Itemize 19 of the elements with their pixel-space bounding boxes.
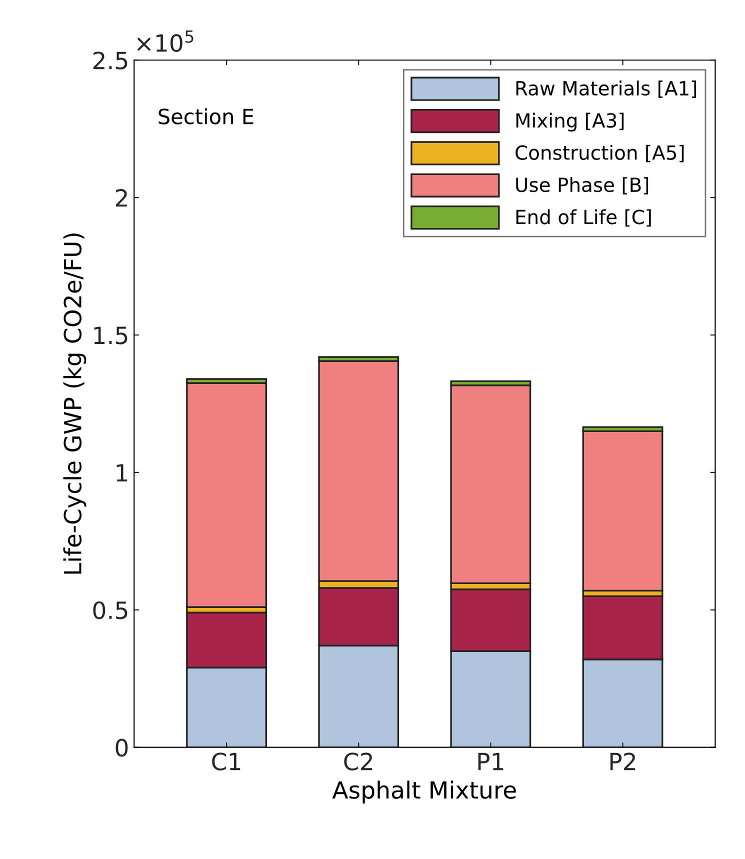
legend-label: Raw Materials [A1] bbox=[516, 80, 696, 98]
legend-label: Mixing [A3] bbox=[516, 112, 624, 132]
legend-label: End of Life [C] bbox=[516, 209, 651, 227]
y-tick-label: 2 bbox=[116, 189, 127, 207]
legend-label: Use Phase [B] bbox=[516, 177, 648, 194]
x-tick-label: P1 bbox=[478, 752, 504, 770]
y-tick-label: 1.5 bbox=[94, 326, 128, 344]
x-axis-title: Asphalt Mixture bbox=[332, 780, 516, 804]
y-tick-label: 1 bbox=[116, 464, 128, 482]
y-tick-label: 2.5 bbox=[93, 52, 128, 70]
y-tick-label: 0 bbox=[116, 738, 128, 757]
text: ×10$^{5}$ bbox=[137, 30, 194, 52]
x-tick-label: P2 bbox=[610, 752, 636, 770]
x-tick-label: C1 bbox=[212, 752, 240, 770]
y-tick-label: 0.5 bbox=[93, 601, 128, 620]
text: Section E bbox=[158, 108, 254, 124]
x-tick-label: C2 bbox=[344, 752, 372, 770]
legend-label: Construction [A5] bbox=[516, 144, 684, 162]
y-axis-title: Life-Cycle GWP (kg CO2e/FU) bbox=[63, 234, 86, 574]
